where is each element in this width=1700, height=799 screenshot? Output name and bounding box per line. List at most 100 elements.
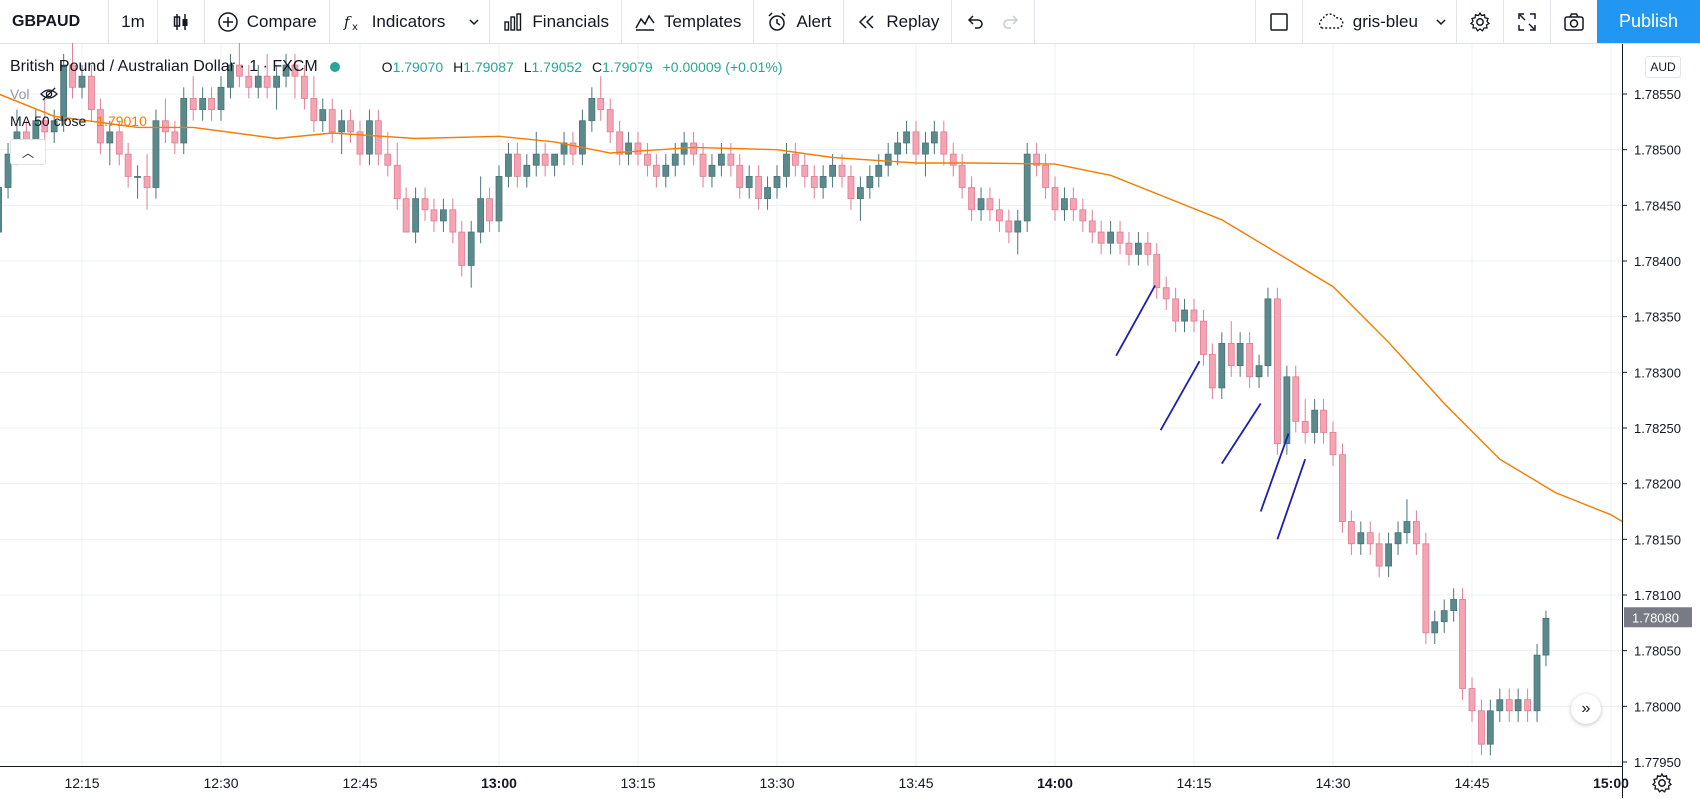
candle-up [764,187,771,200]
compare-label: Compare [246,11,317,31]
candle-up [662,164,670,177]
price-tick-label: 1.78300 [1634,365,1681,380]
candle-down [958,164,966,188]
price-tick-label: 1.78450 [1634,198,1681,213]
candle-up [829,164,836,177]
candle-down [69,64,76,88]
candle-up [319,109,327,122]
replay-button[interactable]: Replay [844,0,953,43]
price-tick-label: 1.78550 [1634,87,1681,102]
financials-button[interactable]: Financials [490,0,622,43]
symbol-search-button[interactable]: GBPAUD [0,0,110,43]
high-value: 1.79087 [463,59,514,75]
candle-down [736,164,744,188]
trend-line-drawing [1259,433,1290,512]
interval-button[interactable]: 1m [109,0,158,43]
chart-type-button[interactable] [158,0,205,43]
time-tick-label: 14:30 [1315,775,1350,791]
candle-up [1311,409,1319,433]
templates-icon [634,11,656,33]
price-tick-label: 1.78200 [1634,477,1681,492]
candle-up [1023,153,1031,222]
axis-settings-button[interactable] [1651,772,1673,794]
candle-up [366,120,373,155]
candle-down [374,120,382,155]
candle-down [291,64,299,77]
settings-button[interactable] [1457,0,1504,43]
theme-button[interactable]: gris-bleu [1303,0,1457,43]
candle-up [254,75,262,88]
candle-down [1329,432,1337,456]
time-tick-label: 14:15 [1176,775,1211,791]
candle-down [940,131,948,155]
snapshot-button[interactable] [1551,0,1597,43]
eye-crossed-icon[interactable] [39,86,59,102]
candle-down [1292,376,1300,422]
price-tick-label: 1.78350 [1634,310,1681,325]
trend-line-drawing [1276,458,1307,540]
time-tick-label: 13:30 [759,775,794,791]
candle-down [838,164,846,177]
candle-down [1153,253,1161,289]
candle-down [143,175,151,188]
price-tick-label: 1.78000 [1634,699,1681,714]
candle-down [690,142,697,155]
layout-button[interactable] [1254,0,1303,43]
scroll-to-realtime-button[interactable]: » [1571,694,1601,724]
candle-down [1246,342,1253,378]
candle-down [347,120,354,133]
candle-up [560,142,568,155]
price-tick-label: 1.78500 [1634,143,1681,158]
price-tick-label: 1.78250 [1634,421,1681,436]
candle-up [922,142,929,155]
candle-down [421,198,429,211]
candle-down [235,64,243,77]
trend-line-drawing [1115,285,1156,357]
candle-down [1422,543,1430,634]
candle-down [1190,309,1198,322]
templates-label: Templates [663,11,742,31]
candle-down [1478,710,1485,745]
candle-up [866,175,874,188]
candle-down [634,142,642,155]
candle-down [384,153,392,166]
publish-button[interactable]: Publish [1596,0,1700,43]
candle-up [884,153,892,166]
candle-up [273,75,281,88]
currency-button[interactable]: AUD [1645,56,1681,78]
undo-redo-group [952,0,1036,43]
candle-down [1208,354,1216,389]
time-tick-label: 14:00 [1037,775,1073,791]
alert-button[interactable]: Alert [754,0,845,43]
compare-button[interactable]: Compare [205,0,330,43]
candle-down [644,153,651,166]
candle-up [894,142,902,155]
fullscreen-button[interactable] [1504,0,1551,43]
low-value: 1.79052 [531,59,583,75]
low-label: L [523,59,532,75]
redo-icon[interactable] [1000,11,1022,33]
candle-up [50,120,58,133]
candle-down [755,175,763,200]
candle-up [532,153,540,166]
gear-icon [1651,772,1673,794]
candle-down [161,120,169,133]
candle-down [791,153,799,166]
candle-down [1144,242,1152,255]
market-status-dot [329,62,340,72]
candle-up [217,86,225,110]
candle-down [810,175,818,188]
candle-down [1200,320,1207,355]
candle-up [412,198,420,233]
candle-up [1542,617,1550,656]
candle-down [569,142,577,155]
volume-label: Vol [10,86,30,102]
collapse-legend-button[interactable]: ︿ [10,139,46,165]
templates-button[interactable]: Templates [622,0,755,43]
undo-icon[interactable] [964,11,986,33]
candle-down [115,131,123,155]
